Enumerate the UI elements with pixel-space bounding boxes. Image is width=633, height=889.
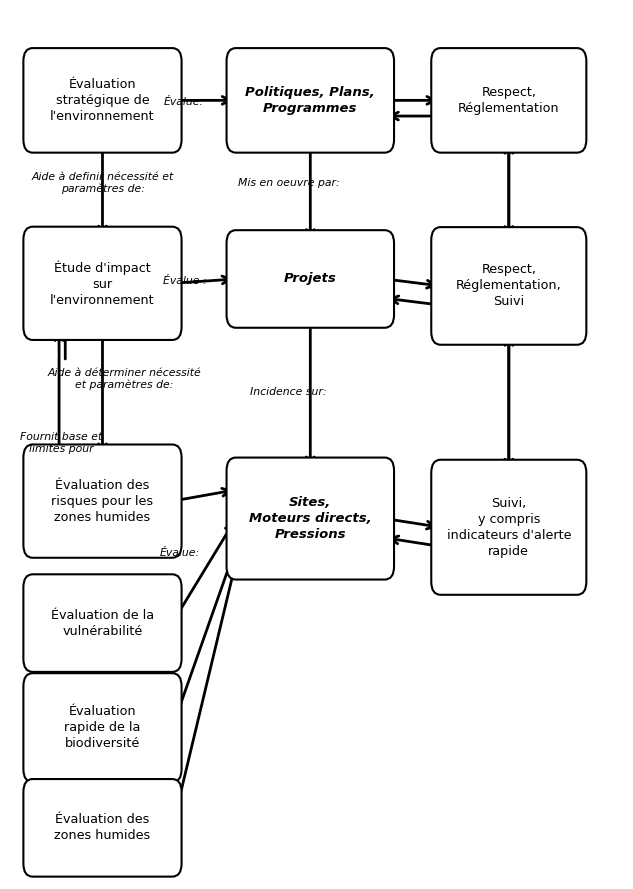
Text: Étude d'impact
sur
l'environnement: Étude d'impact sur l'environnement	[50, 260, 155, 307]
FancyBboxPatch shape	[431, 460, 586, 595]
FancyBboxPatch shape	[23, 227, 182, 340]
Text: Incidence sur:: Incidence sur:	[250, 388, 327, 397]
FancyBboxPatch shape	[431, 227, 586, 345]
Text: Respect,
Réglementation: Respect, Réglementation	[458, 86, 560, 115]
FancyBboxPatch shape	[23, 673, 182, 782]
FancyBboxPatch shape	[227, 230, 394, 328]
Text: Respect,
Réglementation,
Suivi: Respect, Réglementation, Suivi	[456, 263, 561, 308]
Text: Évalue:: Évalue:	[160, 549, 200, 558]
Text: Fournit base et
limites pour: Fournit base et limites pour	[20, 432, 102, 453]
FancyBboxPatch shape	[227, 48, 394, 153]
Text: Aide à déterminer nécessité
et paramètres de:: Aide à déterminer nécessité et paramètre…	[47, 368, 201, 390]
Text: Évaluation des
risques pour les
zones humides: Évaluation des risques pour les zones hu…	[51, 478, 154, 524]
Text: Évalue :: Évalue :	[163, 276, 207, 285]
FancyBboxPatch shape	[23, 779, 182, 877]
Text: Évaluation des
zones humides: Évaluation des zones humides	[54, 813, 151, 843]
Text: Projets: Projets	[284, 272, 337, 285]
Text: Politiques, Plans,
Programmes: Politiques, Plans, Programmes	[246, 86, 375, 115]
Text: Évaluation
stratégique de
l'environnement: Évaluation stratégique de l'environnemen…	[50, 78, 155, 123]
Text: Évaluation
rapide de la
biodiversité: Évaluation rapide de la biodiversité	[65, 705, 141, 750]
FancyBboxPatch shape	[227, 458, 394, 580]
FancyBboxPatch shape	[23, 444, 182, 557]
Text: Mis en oeuvre par:: Mis en oeuvre par:	[238, 178, 339, 188]
Text: Sites,
Moteurs directs,
Pressions: Sites, Moteurs directs, Pressions	[249, 496, 372, 541]
Text: Évaluation de la
vulnérabilité: Évaluation de la vulnérabilité	[51, 609, 154, 637]
Text: Évalue:: Évalue:	[163, 97, 203, 107]
Text: Suivi,
y compris
indicateurs d'alerte
rapide: Suivi, y compris indicateurs d'alerte ra…	[446, 497, 571, 557]
FancyBboxPatch shape	[23, 48, 182, 153]
Text: Aide à definir nécessité et
paramètres de:: Aide à definir nécessité et paramètres d…	[32, 172, 173, 194]
FancyBboxPatch shape	[431, 48, 586, 153]
FancyBboxPatch shape	[23, 574, 182, 672]
